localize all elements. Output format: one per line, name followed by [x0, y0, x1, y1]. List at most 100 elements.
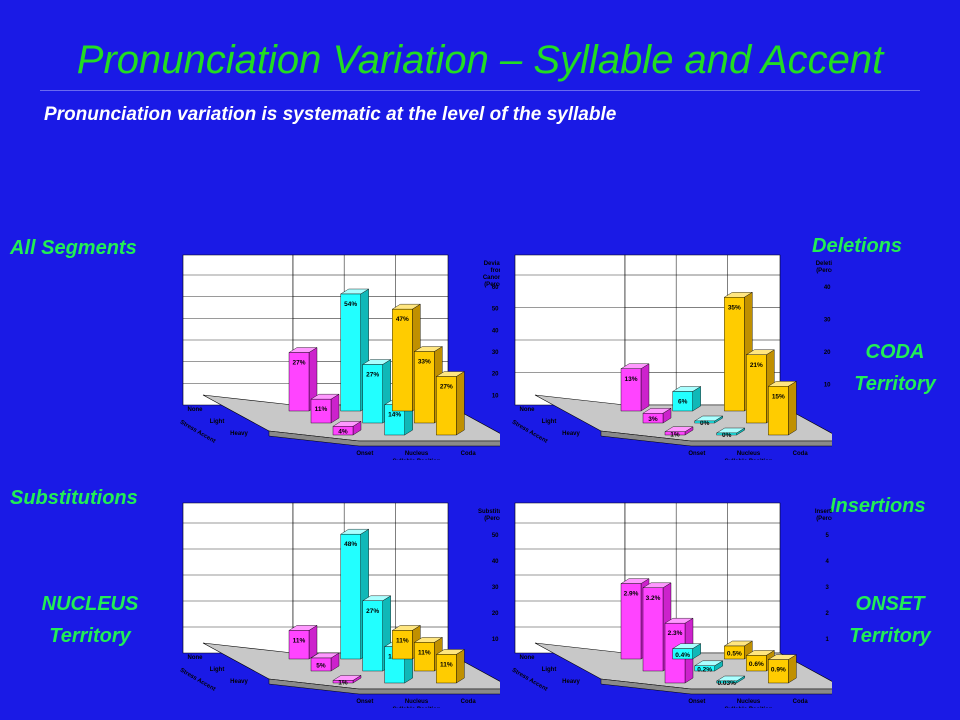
- chart-all-segments: 10 20 30 40 50 60 27% 11% 4% 54% 27% 14% 47% 33% 27% On…: [179, 254, 500, 460]
- chart-ylabel: (Percent): [816, 516, 832, 522]
- label-coda: CODA: [865, 341, 925, 363]
- chart-ytick-label: 50: [492, 533, 499, 539]
- chart-bar-front: [746, 354, 767, 424]
- chart-bar-front: [746, 655, 767, 672]
- chart-xlabel: Syllable Position: [724, 459, 772, 460]
- chart-bar-front: [672, 648, 693, 660]
- chart-xtick-label: Coda: [461, 699, 477, 705]
- chart-ytick-label: 40: [492, 328, 499, 334]
- chart-insertions: 1 2 3 4 5 2.9% 3.2% 2.3% 0.4% 0.2% 0.03% 0.5% 0.6% 0.…: [511, 502, 832, 708]
- chart-bar: [671, 643, 702, 660]
- chart-depth-tick-label: None: [188, 655, 204, 661]
- chart-data-label: 1%: [670, 431, 680, 438]
- chart-ytick-label: 5: [826, 533, 830, 539]
- slide-title: Pronunciation Variation – Syllable and A…: [76, 38, 884, 82]
- chart-depth-tick-label: Light: [542, 667, 557, 673]
- chart-data-label: 0.03%: [717, 680, 736, 687]
- chart-floor-edge: [268, 678, 500, 695]
- chart-bar-front: [414, 351, 435, 424]
- chart-ylabel: Substitutions: [478, 509, 500, 515]
- chart-bar-front: [642, 413, 664, 424]
- chart-bar: [332, 420, 362, 436]
- chart-xtick-label: Onset: [356, 699, 373, 705]
- chart-bar-side: [308, 625, 318, 660]
- chart-ytick-label: 10: [492, 637, 499, 643]
- chart-data-label: 27%: [366, 372, 379, 379]
- chart-data-label: 21%: [750, 362, 763, 369]
- chart-bar-side: [788, 380, 797, 436]
- chart-bar-front: [768, 659, 789, 684]
- chart-ylabel: from: [491, 268, 500, 274]
- chart-bar-front: [716, 680, 737, 684]
- chart-bar: [693, 415, 724, 424]
- chart-depth-tick-label: Light: [210, 667, 225, 673]
- chart-data-label: 14%: [388, 412, 401, 419]
- chart-data-label: 48%: [344, 541, 357, 548]
- chart-bar-front: [332, 680, 354, 684]
- chart-data-label: 27%: [292, 360, 305, 367]
- chart-bar: [435, 371, 466, 436]
- chart-data-label: 4%: [338, 429, 348, 436]
- chart-data-label: 2.3%: [668, 630, 683, 637]
- chart-data-label: 6%: [678, 399, 688, 406]
- chart-ylabel: (Percent): [484, 516, 500, 522]
- chart-bar-front: [724, 297, 745, 412]
- chart-bar: [671, 386, 702, 412]
- chart-bar-front: [716, 432, 737, 436]
- chart-xtick-label: Nucleus: [737, 451, 761, 457]
- chart-bar-front: [664, 431, 686, 436]
- chart-ytick-label: 2: [826, 611, 830, 617]
- chart-bar: [664, 426, 694, 436]
- chart-data-label: 11%: [440, 661, 453, 668]
- chart-data-label: 0%: [722, 432, 732, 439]
- chart-bar-front: [694, 665, 715, 672]
- chart-data-label: 35%: [728, 304, 741, 311]
- chart-data-label: 27%: [440, 384, 453, 391]
- chart-ytick-label: 1: [826, 637, 830, 643]
- chart-bar-front: [620, 368, 642, 412]
- chart-ylabel: (Percent): [484, 282, 500, 288]
- chart-left-wall: [514, 502, 626, 654]
- chart-ytick-label: 10: [824, 383, 831, 389]
- label-nucleus-territory: NUCLEUS Territory: [30, 588, 150, 652]
- chart-xlabel: Syllable Position: [392, 459, 440, 460]
- chart-ylabel: Deletions: [816, 261, 832, 267]
- chart-ytick-label: 40: [824, 285, 831, 291]
- chart-data-label: 33%: [418, 359, 431, 366]
- chart-ytick-label: 60: [492, 285, 499, 291]
- label-deletions: Deletions: [812, 235, 903, 257]
- chart-data-label: 2.9%: [624, 591, 639, 598]
- chart-bar: [310, 652, 340, 672]
- chart-data-label: 11%: [396, 637, 409, 644]
- chart-xlabel: Syllable Position: [392, 707, 440, 708]
- chart-xtick-label: Nucleus: [737, 699, 761, 705]
- chart-data-label: 11%: [293, 637, 306, 644]
- label-onset-territory: ONSET Territory: [830, 588, 950, 652]
- chart-data-label: 3%: [648, 416, 658, 423]
- chart-depth-tick-label: Heavy: [230, 679, 248, 685]
- chart-bar-front: [340, 534, 361, 660]
- chart-bar-front: [768, 386, 789, 436]
- chart-bar-side: [640, 363, 650, 412]
- chart-ytick-label: 30: [492, 350, 499, 356]
- chart-data-label: 3.2%: [646, 595, 661, 602]
- chart-bar-front: [288, 630, 310, 660]
- chart-data-label: 27%: [366, 608, 379, 615]
- chart-data-label: 1%: [338, 680, 348, 687]
- chart-bar-front: [362, 364, 383, 424]
- chart-bar-front: [672, 391, 693, 412]
- chart-bar-side: [456, 649, 465, 684]
- chart-depth-tick-label: Heavy: [562, 431, 580, 437]
- chart-depth-tick-label: Heavy: [230, 431, 248, 437]
- chart-bar-front: [724, 645, 745, 660]
- chart-ylabel: Deviation: [484, 261, 500, 267]
- label-onset: ONSET: [855, 593, 925, 615]
- label-coda-territory: CODA Territory: [840, 336, 950, 400]
- chart-xtick-label: Coda: [461, 451, 477, 457]
- chart-bar-front: [340, 293, 361, 412]
- chart-bar-front: [288, 352, 310, 412]
- chart-ytick-label: 3: [826, 585, 830, 591]
- chart-bar: [332, 675, 362, 684]
- chart-ytick-label: 50: [492, 307, 499, 313]
- chart-data-label: 0.9%: [771, 667, 786, 674]
